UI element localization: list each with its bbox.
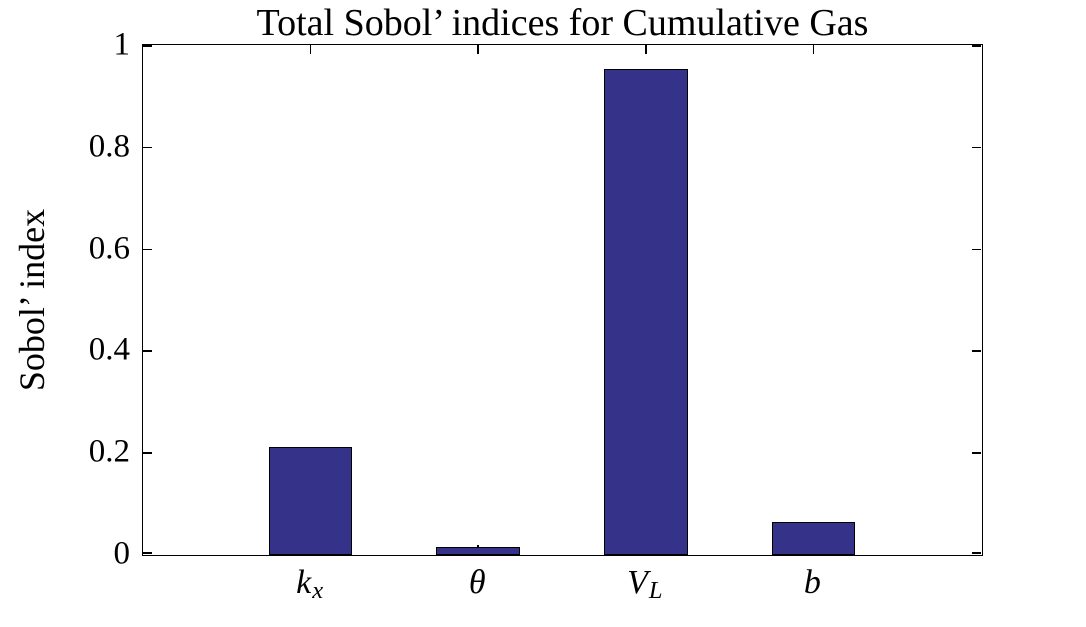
- x-tick-label-base: θ: [468, 564, 486, 601]
- y-tick-mark: [143, 350, 152, 352]
- plot-area: [142, 44, 983, 556]
- x-tick-label-base: k: [296, 564, 312, 601]
- y-tick-mark: [143, 452, 152, 454]
- x-tick-mark-top: [309, 45, 312, 54]
- x-tick-mark-top: [645, 45, 647, 54]
- y-tick-label: 0.2: [88, 433, 130, 470]
- y-tick-mark: [143, 146, 152, 149]
- x-tick-mark-top: [812, 45, 815, 54]
- x-tick-label-base: V: [627, 564, 648, 601]
- bar-b: [771, 522, 856, 555]
- y-tick-mark: [143, 45, 152, 47]
- x-tick-label: kx: [240, 564, 380, 605]
- y-tick-mark-right: [972, 452, 981, 454]
- bar-V_L: [603, 69, 688, 555]
- y-tick-label: 0.6: [88, 230, 130, 267]
- y-tick-mark-right: [972, 350, 981, 352]
- bar-θ: [436, 546, 521, 555]
- y-tick-mark-right: [972, 146, 981, 149]
- y-tick-label: 1: [113, 26, 131, 63]
- y-tick-mark-right: [972, 248, 981, 251]
- x-tick-mark-top: [477, 45, 479, 54]
- y-tick-mark-right: [972, 552, 981, 554]
- y-tick-label: 0: [113, 535, 131, 572]
- chart-title: Total Sobol’ indices for Cumulative Gas: [256, 2, 869, 44]
- y-tick-label: 0.4: [88, 331, 130, 368]
- x-tick-label: θ: [407, 564, 547, 602]
- y-tick-label: 0.8: [88, 128, 130, 165]
- x-tick-label-subscript: x: [312, 577, 324, 605]
- bar-k_x: [268, 446, 353, 555]
- x-tick-label-subscript: L: [648, 577, 663, 605]
- x-tick-label: VL: [575, 564, 715, 605]
- y-tick-mark-right: [972, 45, 981, 47]
- y-tick-mark: [143, 248, 152, 251]
- x-tick-label: b: [742, 564, 882, 602]
- x-tick-label-base: b: [803, 564, 821, 601]
- y-tick-mark: [143, 552, 152, 554]
